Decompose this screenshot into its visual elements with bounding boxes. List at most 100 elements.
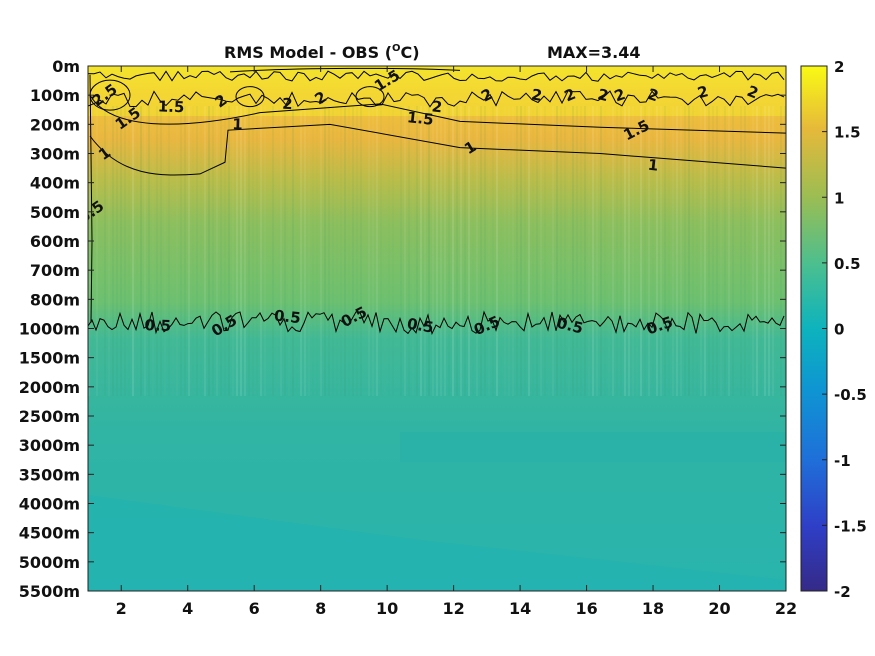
contour-label: 2 xyxy=(282,95,293,113)
stripe xyxy=(752,106,754,396)
stripe xyxy=(208,106,210,396)
stripe xyxy=(140,106,142,396)
stripe xyxy=(292,106,294,396)
stripe xyxy=(732,106,734,396)
stripe xyxy=(612,106,614,396)
y-tick-label: 1500m xyxy=(19,349,80,368)
stripe xyxy=(616,106,618,396)
contour-label: 2 xyxy=(530,85,543,105)
colorbar-axis: 2 1.5 1 0.5 0 -0.5 -1 -1.5 -2 xyxy=(822,58,867,601)
stripe xyxy=(764,106,766,396)
y-tick-label: 300m xyxy=(30,145,80,164)
stripe xyxy=(620,106,622,396)
stripe xyxy=(384,106,386,396)
stripe xyxy=(640,106,642,396)
stripe xyxy=(540,106,542,396)
stripe xyxy=(476,106,478,396)
stripe xyxy=(264,106,266,396)
x-tick-label: 10 xyxy=(376,599,398,618)
x-tick-label: 2 xyxy=(116,599,127,618)
stripe xyxy=(460,106,462,396)
stripe xyxy=(704,106,706,396)
stripe xyxy=(628,106,630,396)
chart-title: RMS Model - OBS (OC) xyxy=(224,43,420,62)
x-tick-label: 14 xyxy=(509,599,531,618)
stripe xyxy=(456,106,458,396)
stripe xyxy=(468,106,470,396)
stripe xyxy=(780,106,782,396)
stripe xyxy=(200,106,202,396)
stripe xyxy=(464,106,466,396)
stripe xyxy=(528,106,530,396)
stripe xyxy=(552,106,554,396)
contour-1.5-top xyxy=(229,67,461,73)
x-tick-label: 4 xyxy=(182,599,193,618)
stripe xyxy=(180,106,182,396)
stripe xyxy=(324,106,326,396)
colorbar-tick-label: -1.5 xyxy=(834,517,867,535)
contour-label: 0.5 xyxy=(273,306,301,327)
colorbar-tick-label: 1 xyxy=(834,189,844,207)
stripe xyxy=(204,106,206,396)
stripe xyxy=(724,106,726,396)
stripe xyxy=(548,106,550,396)
x-tick-label: 16 xyxy=(575,599,597,618)
stripe xyxy=(304,106,306,396)
y-tick-label: 500m xyxy=(30,203,80,222)
stripe xyxy=(608,106,610,396)
stripe xyxy=(396,106,398,396)
stripe xyxy=(228,106,230,396)
vertical-stripes xyxy=(88,106,786,396)
contour-label: 2 xyxy=(696,82,711,102)
stripe xyxy=(592,106,594,396)
stripe xyxy=(196,106,198,396)
stripe xyxy=(360,106,362,396)
stripe xyxy=(684,106,686,396)
stripe xyxy=(212,106,214,396)
y-tick-label: 4500m xyxy=(19,524,80,543)
stripe xyxy=(104,106,106,396)
y-tick-label: 3500m xyxy=(19,465,80,484)
contour-2 xyxy=(88,90,785,108)
stripe xyxy=(772,106,774,396)
contour-label: 2 xyxy=(596,85,610,105)
stripe xyxy=(496,106,498,396)
stripe xyxy=(688,106,690,396)
stripe xyxy=(152,106,154,396)
stripe xyxy=(288,106,290,396)
stripe xyxy=(356,106,358,396)
deep-band xyxy=(400,432,786,462)
stripe xyxy=(520,106,522,396)
y-tick-label: 1000m xyxy=(19,320,80,339)
stripe xyxy=(560,106,562,396)
stripe xyxy=(176,106,178,396)
max-label: MAX=3.44 xyxy=(547,43,641,62)
stripe xyxy=(192,106,194,396)
stripe xyxy=(244,106,246,396)
stripe xyxy=(372,106,374,396)
x-tick-label: 12 xyxy=(442,599,464,618)
stripe xyxy=(144,106,146,396)
stripe xyxy=(444,106,446,396)
stripe xyxy=(696,106,698,396)
stripe xyxy=(648,106,650,396)
stripe xyxy=(448,106,450,396)
stripe xyxy=(308,106,310,396)
stripe xyxy=(348,106,350,396)
stripe xyxy=(440,106,442,396)
stripe xyxy=(336,106,338,396)
stripe xyxy=(380,106,382,396)
stripe xyxy=(532,106,534,396)
stripe xyxy=(268,106,270,396)
contour-2.5 xyxy=(235,86,265,108)
y-tick-label: 5500m xyxy=(19,582,80,601)
stripe xyxy=(300,106,302,396)
stripe xyxy=(544,106,546,396)
stripe xyxy=(708,106,710,396)
stripe xyxy=(248,106,250,396)
stripe xyxy=(236,106,238,396)
stripe xyxy=(576,106,578,396)
stripe xyxy=(252,106,254,396)
stripe xyxy=(760,106,762,396)
stripe xyxy=(424,106,426,396)
